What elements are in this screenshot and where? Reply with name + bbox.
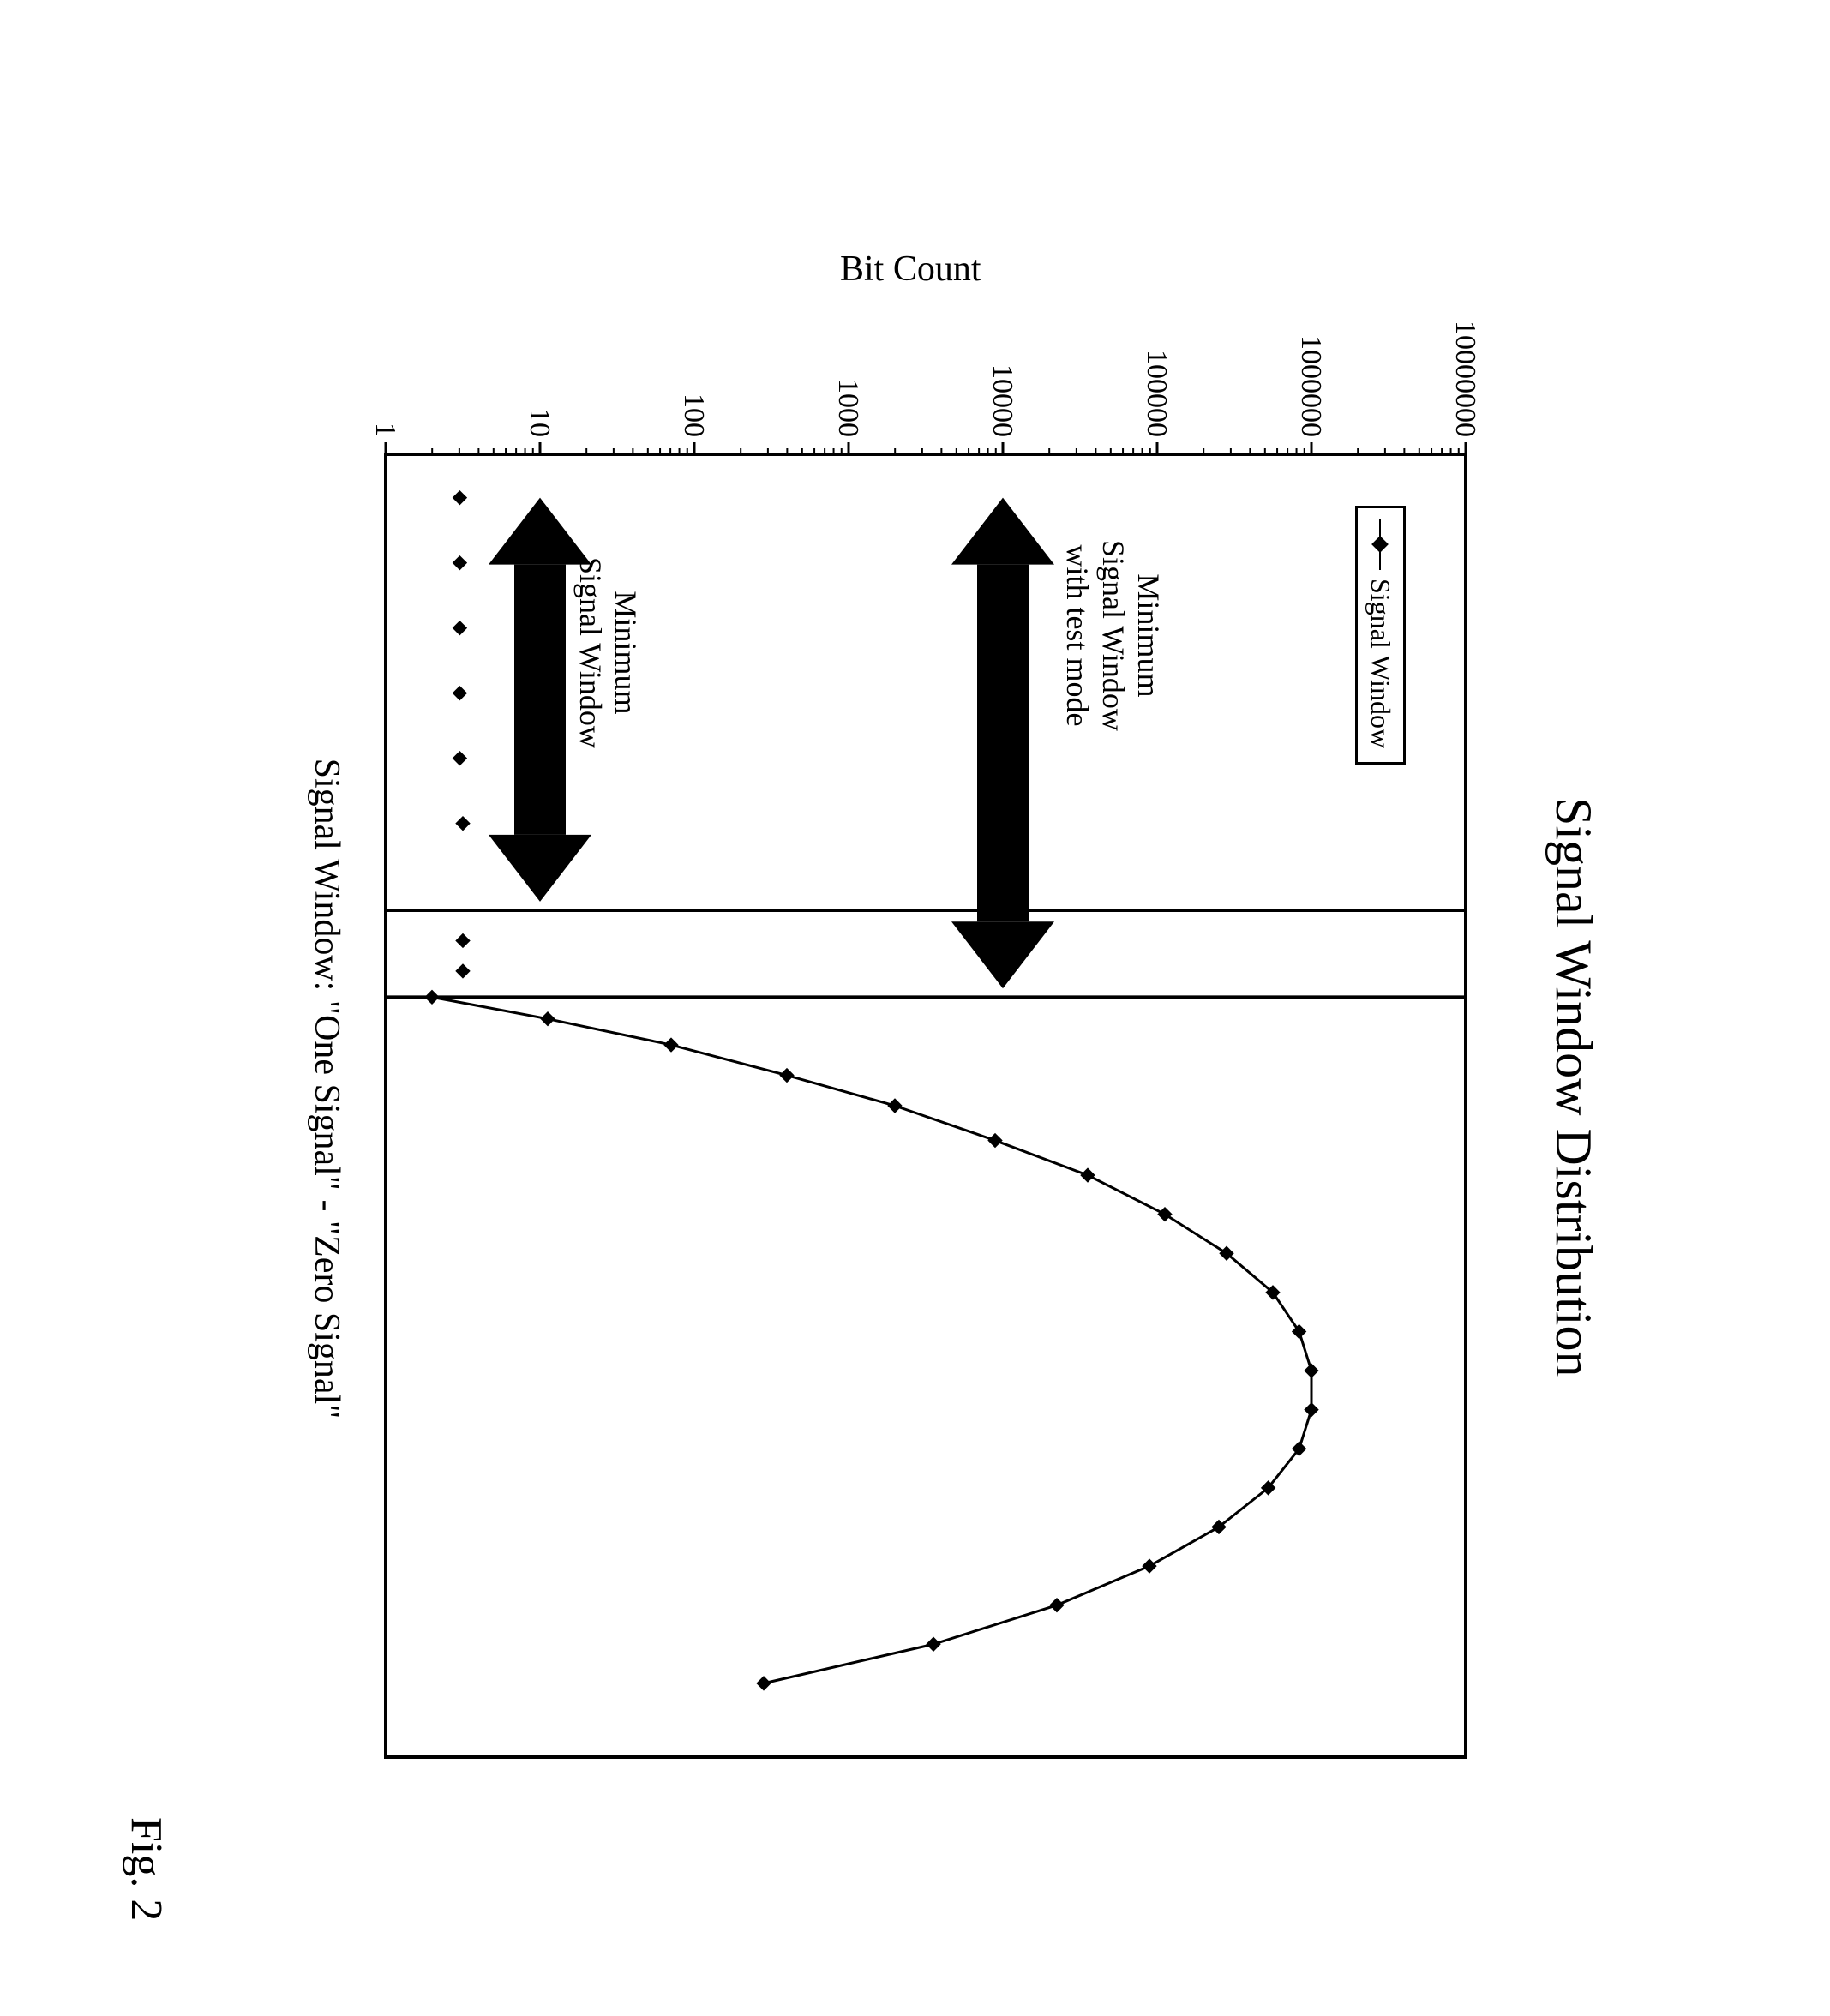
y-tick-label: 100 [677,393,710,437]
series-marker [927,1637,940,1651]
min-signal-window-arrow [514,565,566,835]
series-marker [664,1038,678,1052]
series-marker [1158,1208,1172,1221]
series-marker [1305,1364,1318,1377]
series-marker [757,1677,771,1690]
loose-marker [453,621,466,635]
annot-min-signal-window-testmode: MinimumSignal Windowwith test mode [1059,540,1166,731]
series-marker [1293,1324,1306,1338]
series-marker [780,1069,794,1083]
min-signal-window-arrow-head-right [489,835,591,902]
loose-marker [456,964,470,978]
chart-title: Signal Window Distribution [1544,797,1603,1377]
loose-marker [456,933,470,947]
series-marker [1143,1559,1156,1573]
loose-marker [453,491,466,505]
y-tick-label: 1 [369,423,401,437]
y-tick-label: 10 [523,408,555,437]
y-axis-label: Bit Count [840,249,981,290]
y-tick-label: 1000 [831,379,864,437]
series-marker [1305,1403,1318,1417]
loose-marker [453,752,466,765]
loose-marker [453,556,466,570]
y-tick-label: 10000000 [1449,321,1481,437]
series-marker [988,1134,1002,1148]
chart: Signal Window Distribution Bit Count Sig… [180,146,1637,1860]
series-marker [425,990,439,1004]
min-signal-window-testmode-arrow-head-right [951,921,1054,988]
y-tick-label: 1000000 [1294,335,1327,437]
rotated-chart-container: Signal Window Distribution Bit Count Sig… [180,146,1637,1860]
legend: Signal Window [1355,506,1406,765]
series-line [432,997,1311,1683]
min-signal-window-testmode-arrow [977,565,1029,922]
loose-marker [453,687,466,700]
series-marker [1081,1168,1095,1182]
series-marker [1050,1599,1064,1612]
annot-min-signal-window: MinimumSignal Window [572,557,643,748]
loose-marker [456,817,470,831]
y-tick-label: 100000 [1140,350,1173,437]
plot-svg [180,146,1637,1860]
y-tick-label: 10000 [986,364,1018,437]
legend-label: Signal Window [1365,579,1396,748]
min-signal-window-arrow-head-left [489,498,591,565]
series-marker [541,1012,555,1026]
legend-marker-icon [1380,519,1382,570]
figure-caption: Fig. 2 [121,1817,171,1921]
series-marker [888,1099,902,1113]
x-axis-label: Signal Window: "One Signal" - "Zero Sign… [306,660,347,1517]
min-signal-window-testmode-arrow-head-left [951,498,1054,565]
